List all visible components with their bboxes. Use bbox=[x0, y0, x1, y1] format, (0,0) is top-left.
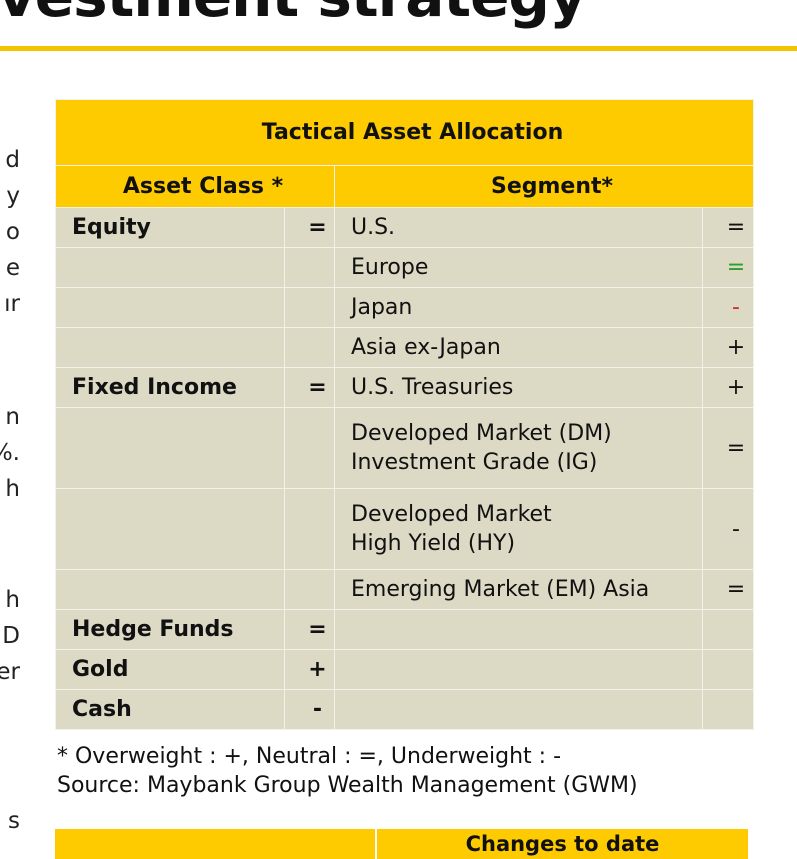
text-fragment: h bbox=[5, 587, 20, 613]
segment-cell: Developed Market High Yield (HY) bbox=[334, 488, 703, 570]
table-row: Equity = U.S. = bbox=[55, 207, 755, 248]
text-fragment: d bbox=[5, 147, 20, 173]
segment-rating: = bbox=[701, 247, 755, 288]
segment-rating bbox=[701, 689, 755, 730]
clipped-body-text: d y o e ır n %. h h D er s bbox=[0, 0, 20, 853]
asset-class-rating bbox=[284, 247, 335, 288]
table-row: Hedge Funds = bbox=[55, 609, 755, 650]
segment-label: Japan bbox=[351, 295, 413, 320]
segment-header: Segment* bbox=[333, 165, 755, 208]
asset-class-rating: - bbox=[284, 689, 335, 730]
asset-class-cell bbox=[55, 569, 285, 610]
text-fragment: er bbox=[0, 659, 20, 685]
text-fragment: %. bbox=[0, 440, 20, 466]
segment-cell: Developed Market (DM) Investment Grade (I… bbox=[334, 407, 703, 489]
segment-rating: + bbox=[701, 327, 755, 368]
asset-class-rating: + bbox=[284, 649, 335, 690]
segment-cell: U.S. bbox=[334, 207, 703, 248]
tactical-asset-allocation-table: Tactical Asset Allocation Asset Class * … bbox=[54, 99, 755, 732]
asset-class-cell: Gold bbox=[55, 649, 285, 690]
asset-class-cell bbox=[55, 407, 285, 489]
asset-class-rating bbox=[284, 327, 335, 368]
segment-cell: Europe bbox=[334, 247, 703, 288]
asset-class-cell: Cash bbox=[55, 689, 285, 730]
segment-cell: Japan bbox=[334, 287, 703, 328]
segment-rating: + bbox=[701, 367, 755, 408]
asset-class-rating: = bbox=[284, 609, 335, 650]
text-fragment: o bbox=[5, 219, 20, 245]
asset-class-rating bbox=[284, 287, 335, 328]
table-row: Cash - bbox=[55, 689, 755, 730]
segment-label: Investment Grade (IG) bbox=[351, 450, 598, 475]
asset-class-rating bbox=[284, 488, 335, 570]
segment-rating bbox=[701, 609, 755, 650]
table-row: Gold + bbox=[55, 649, 755, 690]
table-notes: * Overweight : +, Neutral : =, Underweig… bbox=[57, 742, 638, 800]
text-fragment: ır bbox=[4, 291, 20, 317]
asset-class-rating bbox=[284, 569, 335, 610]
segment-label: Developed Market (DM) bbox=[351, 421, 612, 446]
asset-class-rating bbox=[284, 407, 335, 489]
asset-class-cell bbox=[55, 327, 285, 368]
segment-label: U.S. Treasuries bbox=[351, 375, 514, 400]
segment-cell bbox=[334, 609, 703, 650]
asset-class-cell: Hedge Funds bbox=[55, 609, 285, 650]
table-row: Europe = bbox=[55, 247, 755, 288]
table-row: Fixed Income = U.S. Treasuries + bbox=[55, 367, 755, 408]
asset-class-cell bbox=[55, 247, 285, 288]
text-fragment: D bbox=[2, 623, 20, 649]
text-fragment: s bbox=[8, 808, 20, 834]
changes-table-header: Changes to date bbox=[55, 829, 748, 859]
table-row: Emerging Market (EM) Asia = bbox=[55, 569, 755, 610]
text-fragment: n bbox=[5, 404, 20, 430]
asset-class-cell bbox=[55, 287, 285, 328]
segment-label: Developed Market bbox=[351, 502, 552, 527]
text-fragment: e bbox=[5, 255, 20, 281]
segment-rating: = bbox=[701, 407, 755, 489]
table-row: Asia ex-Japan + bbox=[55, 327, 755, 368]
asset-class-header: Asset Class * bbox=[55, 165, 335, 208]
segment-cell bbox=[334, 649, 703, 690]
changes-to-date-header: Changes to date bbox=[377, 829, 748, 859]
segment-rating: = bbox=[701, 207, 755, 248]
segment-cell bbox=[334, 689, 703, 730]
segment-label: U.S. bbox=[351, 215, 396, 240]
source-note: Source: Maybank Group Wealth Management … bbox=[57, 773, 638, 798]
asset-class-rating: = bbox=[284, 207, 335, 248]
segment-cell: Asia ex-Japan bbox=[334, 327, 703, 368]
segment-label: Asia ex-Japan bbox=[351, 335, 501, 360]
page-heading: vestment strategy bbox=[0, 0, 587, 30]
table-row: Developed Market (DM) Investment Grade (I… bbox=[55, 407, 755, 489]
segment-label: Europe bbox=[351, 255, 429, 280]
segment-rating: - bbox=[701, 287, 755, 328]
asset-class-rating: = bbox=[284, 367, 335, 408]
segment-rating: = bbox=[701, 569, 755, 610]
segment-rating: - bbox=[701, 488, 755, 570]
table-row: Japan - bbox=[55, 287, 755, 328]
text-fragment: h bbox=[5, 476, 20, 502]
asset-class-cell: Fixed Income bbox=[55, 367, 285, 408]
heading-rule bbox=[0, 46, 797, 51]
text-fragment: y bbox=[6, 183, 20, 209]
segment-label: High Yield (HY) bbox=[351, 531, 516, 556]
legend-note: * Overweight : +, Neutral : =, Underweig… bbox=[57, 744, 562, 769]
asset-class-cell bbox=[55, 488, 285, 570]
asset-class-cell: Equity bbox=[55, 207, 285, 248]
segment-label: Emerging Market (EM) Asia bbox=[351, 577, 650, 602]
table-title: Tactical Asset Allocation bbox=[54, 99, 755, 166]
header-cell-left bbox=[55, 829, 377, 859]
table-row: Developed Market High Yield (HY) - bbox=[55, 488, 755, 570]
segment-rating bbox=[701, 649, 755, 690]
segment-cell: Emerging Market (EM) Asia bbox=[334, 569, 703, 610]
segment-cell: U.S. Treasuries bbox=[334, 367, 703, 408]
